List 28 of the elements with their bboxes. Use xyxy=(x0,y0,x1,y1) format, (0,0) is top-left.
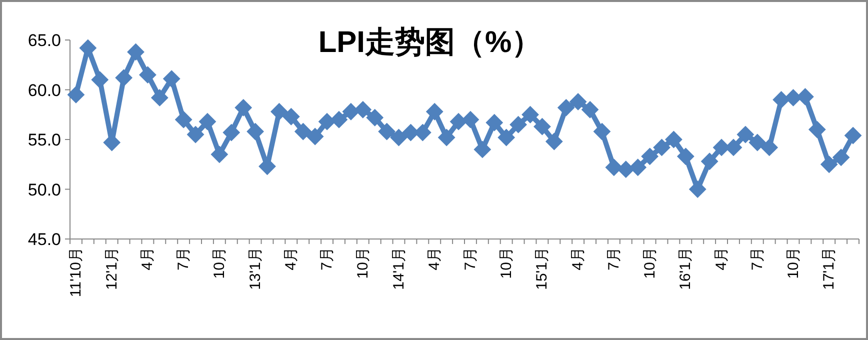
x-tick-label: 4月 xyxy=(139,247,156,270)
x-tick-label: 4月 xyxy=(426,247,444,270)
x-tick-label: 10月 xyxy=(641,247,658,279)
x-tick-label: 4月 xyxy=(713,247,730,270)
x-tick-label: 15'1月 xyxy=(534,247,551,290)
x-tick-label: 10月 xyxy=(498,247,515,279)
x-tick-label: 7月 xyxy=(462,247,479,270)
y-tick-label: 60.0 xyxy=(28,80,61,100)
x-tick-label: 7月 xyxy=(605,247,622,270)
x-tick-label: 7月 xyxy=(175,247,192,270)
y-tick-label: 45.0 xyxy=(28,230,61,249)
x-tick-label: 14'1月 xyxy=(390,247,408,290)
x-tick-label: 13'1月 xyxy=(246,247,264,290)
x-tick-label: 10月 xyxy=(210,247,228,279)
x-tick-label: 4月 xyxy=(282,247,300,270)
x-tick-label: 17'1月 xyxy=(820,247,838,290)
x-tick-label: 11'10月 xyxy=(67,247,84,298)
x-tick-label: 7月 xyxy=(748,247,766,270)
y-tick-label: 55.0 xyxy=(28,130,61,150)
y-tick-label: 50.0 xyxy=(28,180,61,200)
x-tick-label: 16'1月 xyxy=(677,247,694,290)
chart-title: LPI走势图（%） xyxy=(318,26,542,59)
x-tick-label: 10月 xyxy=(784,247,802,279)
x-tick-label: 4月 xyxy=(570,247,587,270)
x-tick-label: 12'1月 xyxy=(103,247,120,290)
y-tick-label: 65.0 xyxy=(28,31,61,50)
x-tick-label: 10月 xyxy=(354,247,372,279)
x-tick-label: 7月 xyxy=(318,247,336,270)
